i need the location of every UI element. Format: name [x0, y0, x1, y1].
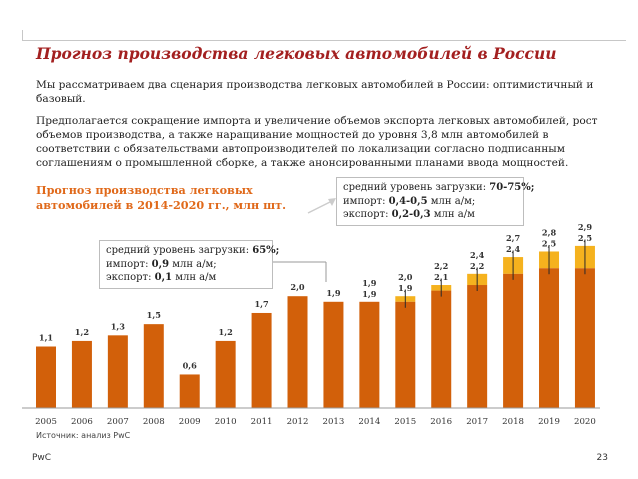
- tick-2014: 2014: [358, 417, 380, 427]
- x-tick-labels: 2005 2006 2007 2008 2009 2010 2011 2012 2013 2014…: [35, 417, 596, 427]
- label-base-2014: 1,9: [362, 289, 377, 299]
- tick-2007: 2007: [107, 417, 129, 427]
- tick-2010: 2010: [215, 417, 237, 427]
- chart-bars: [36, 239, 595, 408]
- bar-base-2011: [251, 312, 272, 408]
- assumptions-paragraph: Предполагается сокращение импорта и увел…: [36, 115, 598, 169]
- callout-2013: средний уровень загрузки: 65%; импорт: 0…: [99, 240, 280, 289]
- intro-paragraph: Мы рассматриваем два сценария производст…: [36, 79, 594, 105]
- callout-2020-line1: средний уровень загрузки: 70-75%;: [343, 182, 535, 193]
- tick-2012: 2012: [287, 417, 309, 427]
- bar-base-2007: [107, 335, 128, 408]
- label-base-2011: 1,7: [254, 299, 269, 309]
- tick-2016: 2016: [430, 417, 452, 427]
- bar-base-2013: [323, 301, 344, 408]
- label-optimistic-2019: 2,8: [542, 227, 557, 237]
- bar-base-2006: [71, 340, 92, 408]
- label-optimistic-2017: 2,4: [470, 250, 485, 260]
- top-tick: [22, 30, 23, 41]
- connector-arrowhead-2020: [328, 198, 336, 206]
- tick-2006: 2006: [71, 417, 93, 427]
- callout-2013-line1: средний уровень загрузки: 65%;: [106, 245, 280, 256]
- label-base-2015: 1,9: [398, 283, 413, 293]
- tick-2009: 2009: [179, 417, 201, 427]
- callout-2020: средний уровень загрузки: 70-75%; импорт…: [336, 177, 535, 226]
- label-base-2017: 2,2: [470, 261, 484, 271]
- bar-base-2019: [539, 268, 560, 408]
- bar-base-2012: [287, 296, 308, 408]
- top-rule: [22, 40, 626, 41]
- label-base-2009: 0,6: [183, 360, 198, 370]
- label-optimistic-2014: 1,9: [362, 278, 377, 288]
- label-base-2016: 2,1: [434, 272, 448, 282]
- bar-base-2009: [179, 374, 200, 408]
- callout-2020-line2: импорт: 0,4-0,5 млн а/м;: [343, 195, 476, 207]
- label-base-2013: 1,9: [326, 288, 341, 298]
- label-optimistic-2018: 2,7: [506, 233, 521, 243]
- bar-base-2010: [215, 340, 236, 408]
- chart-labels: 1,11,21,31,50,61,21,72,01,91,91,92,01,92…: [39, 222, 592, 371]
- label-base-2020: 2,5: [578, 233, 593, 243]
- bar-base-2015: [395, 301, 416, 408]
- page-number: 23: [596, 453, 608, 463]
- tick-2011: 2011: [251, 417, 273, 427]
- tick-2008: 2008: [143, 417, 165, 427]
- label-optimistic-2016: 2,2: [434, 261, 448, 271]
- label-base-2006: 1,2: [75, 327, 89, 337]
- label-optimistic-2015: 2,0: [398, 272, 413, 282]
- connector-arrow-2020: [307, 199, 335, 214]
- bar-base-2008: [143, 324, 164, 408]
- source-note: Источник: анализ PwC: [36, 431, 131, 440]
- tick-2020: 2020: [574, 417, 596, 427]
- bar-base-2017: [467, 285, 488, 408]
- label-optimistic-2020: 2,9: [578, 222, 593, 232]
- label-base-2010: 1,2: [219, 327, 233, 337]
- callout-2013-line2: импорт: 0,9 млн а/м;: [106, 258, 217, 270]
- bar-base-2014: [359, 301, 380, 408]
- label-base-2005: 1,1: [39, 333, 53, 343]
- chart-title: Прогноз производства легковых автомобиле…: [36, 183, 286, 212]
- label-base-2007: 1,3: [111, 321, 126, 331]
- tick-2013: 2013: [323, 417, 345, 427]
- label-base-2019: 2,5: [542, 238, 557, 248]
- callout-2013-line3: экспорт: 0,1 млн а/м: [106, 272, 217, 283]
- label-base-2012: 2,0: [290, 282, 305, 292]
- bar-base-2020: [574, 268, 595, 408]
- bar-base-2018: [503, 273, 524, 408]
- bar-base-2016: [431, 290, 452, 408]
- callout-2020-line3: экспорт: 0,2-0,3 млн а/м: [343, 209, 475, 220]
- page-title: Прогноз производства легковых автомобиле…: [36, 44, 557, 63]
- label-base-2018: 2,4: [506, 244, 521, 254]
- footer-brand: PwC: [32, 453, 52, 463]
- tick-2018: 2018: [502, 417, 524, 427]
- bar-base-2005: [36, 346, 56, 408]
- tick-2017: 2017: [466, 417, 488, 427]
- label-base-2008: 1,5: [147, 310, 162, 320]
- tick-2015: 2015: [394, 417, 416, 427]
- tick-2019: 2019: [538, 417, 560, 427]
- tick-2005: 2005: [35, 417, 57, 427]
